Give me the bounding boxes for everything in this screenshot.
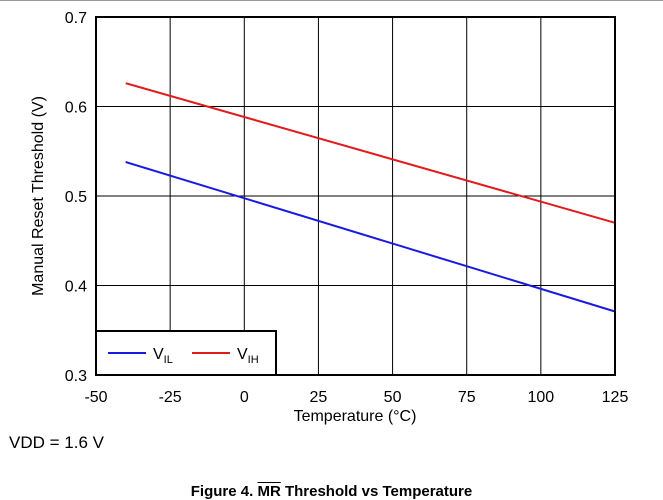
x-axis-label: Temperature (°C) (294, 408, 417, 425)
top-rule (0, 0, 663, 1)
legend: VIL VIH (95, 330, 277, 376)
series-line-vih (125, 82, 616, 224)
x-tick-label: 100 (528, 389, 555, 406)
y-tick-label: 0.6 (65, 100, 87, 117)
series-group (125, 82, 616, 313)
y-tick-label: 0.5 (65, 189, 87, 206)
caption-mr-signal: MR (257, 483, 281, 500)
caption-suffix: Threshold vs Temperature (280, 483, 473, 500)
legend-label-subscript: IL (164, 354, 173, 366)
series-line-vil (125, 161, 616, 313)
x-tick-label: 25 (310, 389, 328, 406)
x-tick-label: 50 (384, 389, 402, 406)
x-tick-label: 75 (458, 389, 476, 406)
x-tick-label: -25 (159, 389, 182, 406)
x-tick-label: -50 (84, 389, 107, 406)
y-tick-label: 0.4 (65, 279, 87, 296)
x-tick-label: 0 (240, 389, 249, 406)
x-tick-label: 125 (602, 389, 629, 406)
y-axis-label: Manual Reset Threshold (V) (30, 96, 47, 296)
plot-frame (95, 16, 616, 376)
y-tick-label: 0.3 (65, 368, 87, 385)
test-condition: VDD = 1.6 V (9, 433, 104, 452)
y-tick-label: 0.7 (65, 10, 87, 27)
threshold-chart: -50 -25 0 25 50 75 100 125 0.3 0.4 0.5 0.6 0.7 Tempe… (30, 10, 629, 425)
tick-labels: -50 -25 0 25 50 75 100 125 0.3 0.4 0.5 0.6 0.7 (65, 10, 629, 406)
legend-label-subscript: IH (248, 354, 259, 366)
caption-prefix: Figure 4. (190, 483, 258, 500)
figure-caption: Figure 4. MR Threshold vs Temperature (0, 483, 663, 500)
